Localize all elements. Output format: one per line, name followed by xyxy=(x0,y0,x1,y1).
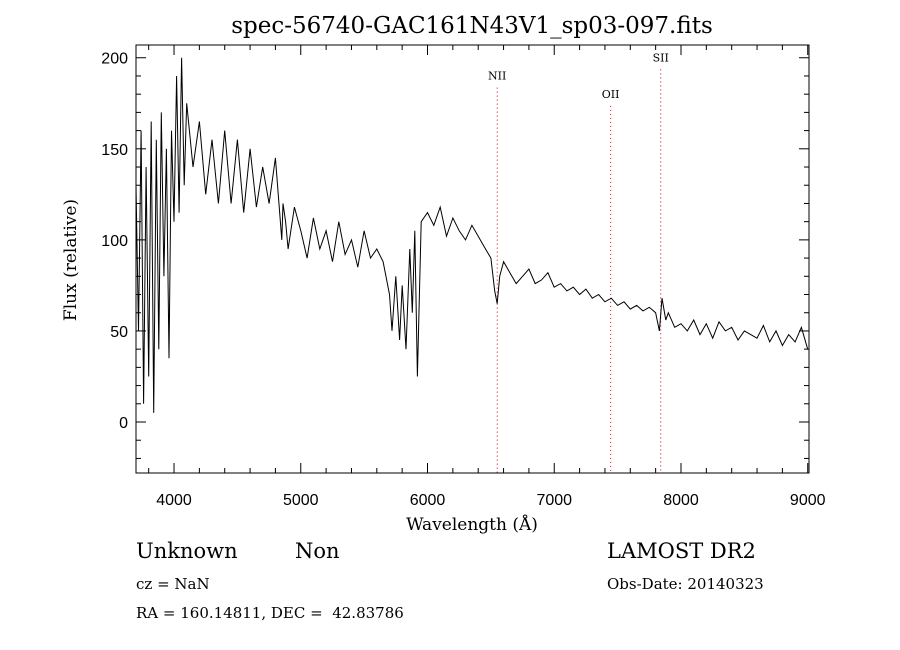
redshift-cz: cz = NaN xyxy=(136,575,210,593)
sky-coordinates: RA = 160.14811, DEC = 42.83786 xyxy=(136,604,404,622)
y-tick-label: 200 xyxy=(101,51,128,68)
x-tick-label: 7000 xyxy=(536,492,572,509)
axis-tick-labels: 4000 5000 6000 7000 8000 9000 0 50 100 150 200 xyxy=(101,51,825,509)
plot-frame xyxy=(135,44,810,474)
y-axis-label: Flux (relative) xyxy=(61,199,81,321)
x-tick-label: 5000 xyxy=(283,492,319,509)
spectral-line-label: NII xyxy=(488,70,506,83)
survey-name: LAMOST DR2 xyxy=(607,539,756,563)
y-tick-label: 150 xyxy=(101,142,128,159)
chart-title: spec-56740-GAC161N43V1_sp03-097.fits xyxy=(231,13,713,39)
spectral-line-label: SII xyxy=(653,51,669,64)
x-tick-label: 9000 xyxy=(790,492,826,509)
x-tick-label: 6000 xyxy=(410,492,446,509)
observation-date: Obs-Date: 20140323 xyxy=(607,575,764,593)
x-tick-label: 8000 xyxy=(663,492,699,509)
x-axis-label: Wavelength (Å) xyxy=(406,514,538,535)
y-tick-label: 50 xyxy=(110,324,128,341)
spectral-line-markers: NII OII SII xyxy=(488,51,669,473)
y-tick-label: 100 xyxy=(101,233,128,250)
object-class: Unknown xyxy=(136,539,238,563)
object-subclass: Non xyxy=(295,539,340,563)
spectrum-line xyxy=(135,57,809,413)
spectral-line-label: OII xyxy=(602,88,620,101)
y-tick-label: 0 xyxy=(119,415,128,432)
x-tick-label: 4000 xyxy=(156,492,192,509)
axis-ticks xyxy=(136,45,809,473)
